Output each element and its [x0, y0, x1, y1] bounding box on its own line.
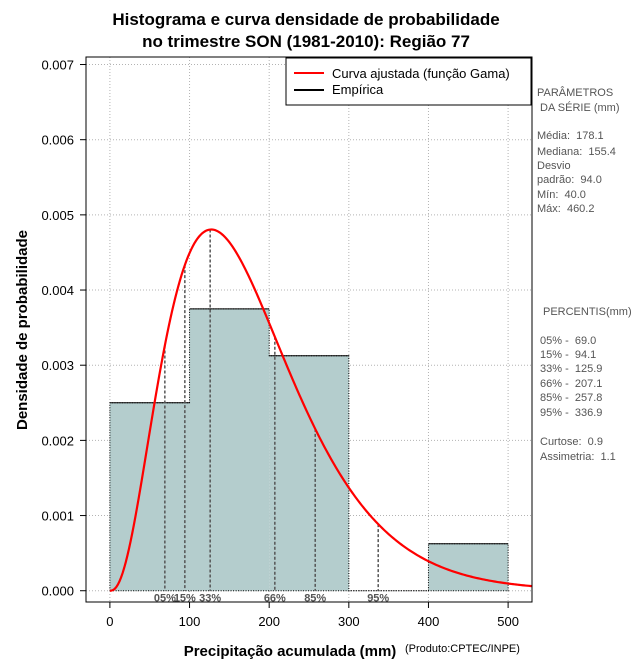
- percentile-p05: 05% - 69.0: [540, 335, 596, 347]
- x-axis: 0 100 200 300 400 500: [106, 601, 519, 629]
- y-tick-label-6: 0.006: [41, 133, 74, 148]
- parameters-title-line-2: DA SÉRIE (mm): [537, 101, 620, 114]
- param-max: Máx: 460.2: [537, 203, 594, 215]
- param-std-line-1: Desvio: [537, 160, 571, 172]
- x-tick-label-0: 0: [106, 614, 113, 629]
- percentile-label-5: 95%: [367, 593, 389, 605]
- param-median: Mediana: 155.4: [537, 146, 616, 158]
- percentile-p66: 66% - 207.1: [540, 378, 602, 390]
- percentile-p95: 95% - 336.9: [540, 407, 602, 419]
- y-axis: 0.000 0.001 0.002 0.003 0.004 0.005 0.006 0.007: [41, 58, 87, 599]
- percentile-label-2: 33%: [199, 593, 221, 605]
- percentile-p33: 33% - 125.9: [540, 363, 602, 375]
- y-tick-label-5: 0.005: [41, 208, 74, 223]
- gamma-fit-curve: [109, 228, 533, 592]
- param-mean: Média: 178.1: [537, 130, 604, 142]
- percentile-label-1: 15%: [174, 593, 196, 605]
- legend-box: [285, 57, 532, 106]
- y-tick-label-1: 0.001: [41, 509, 74, 524]
- param-min: Mín: 40.0: [537, 189, 586, 201]
- percentiles-title: PERCENTIS(mm): [543, 306, 632, 318]
- x-tick-label-5: 500: [497, 614, 519, 629]
- histogram-bar-2: [269, 355, 349, 591]
- y-tick-label-3: 0.003: [41, 358, 74, 373]
- y-tick-label-0: 0.000: [41, 584, 74, 599]
- percentile-label-4: 85%: [304, 593, 326, 605]
- side-panel-percentiles: PERCENTIS(mm) 05% - 69.0 15% - 94.1 33% …: [540, 306, 632, 463]
- y-tick-label-2: 0.002: [41, 433, 74, 448]
- stat-skewness: Assimetria: 1.1: [540, 451, 616, 463]
- side-panel-parameters: PARÂMETROS DA SÉRIE (mm) Média: 178.1 Me…: [537, 86, 620, 215]
- stat-kurtosis: Curtose: 0.9: [540, 436, 603, 448]
- y-tick-label-4: 0.004: [41, 283, 74, 298]
- percentile-label-0: 05%: [154, 593, 176, 605]
- x-tick-label-1: 100: [179, 614, 201, 629]
- histogram-bar-1: [189, 308, 270, 591]
- percentile-p85: 85% - 257.8: [540, 392, 602, 404]
- chart-title-line-2: no trimestre SON (1981-2010): Região 77: [142, 32, 470, 51]
- chart-title-line-1: Histograma e curva densidade de probabil…: [112, 10, 499, 29]
- y-axis-label: Densidade de probabilidade: [14, 230, 31, 430]
- param-std-line-2: padrão: 94.0: [537, 174, 602, 186]
- legend: Curva ajustada (função Gama) Empírica: [285, 57, 532, 106]
- legend-label-empirical: Empírica: [332, 82, 384, 97]
- x-tick-label-3: 300: [338, 614, 360, 629]
- parameters-title-line-1: PARÂMETROS: [537, 86, 613, 99]
- percentile-labels: 05%15% 33% 66% 85% 95%: [154, 593, 390, 605]
- x-tick-label-2: 200: [258, 614, 280, 629]
- percentile-label-3: 66%: [264, 593, 286, 605]
- x-axis-label: Precipitação acumulada (mm): [184, 643, 397, 660]
- gamma-curve-layer: [109, 228, 533, 592]
- legend-label-fit: Curva ajustada (função Gama): [332, 66, 510, 81]
- percentile-lines: [164, 229, 379, 591]
- histogram-bars: [109, 308, 509, 592]
- product-credit: (Produto:CPTEC/INPE): [405, 643, 520, 655]
- x-tick-label-4: 400: [418, 614, 440, 629]
- y-tick-label-7: 0.007: [41, 58, 74, 73]
- percentile-p15: 15% - 94.1: [540, 349, 596, 361]
